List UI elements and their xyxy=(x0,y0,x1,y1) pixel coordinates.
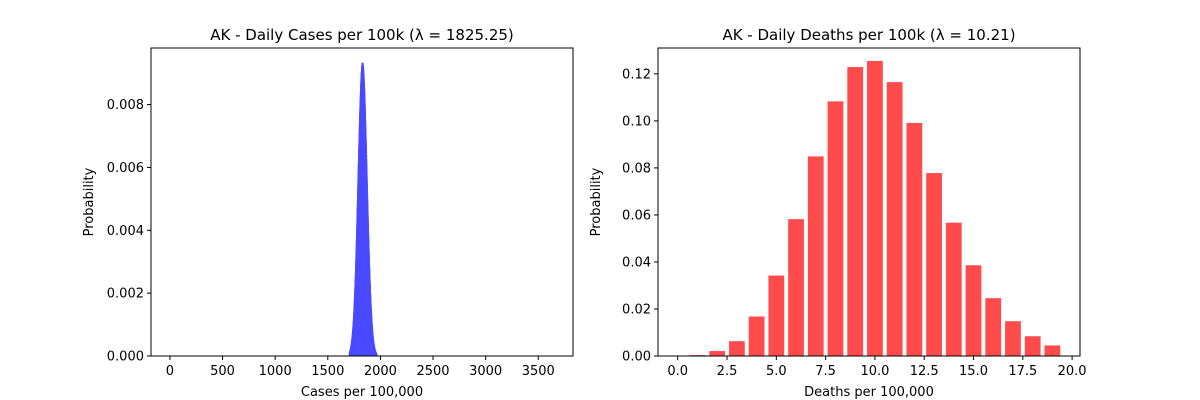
deaths-bar xyxy=(965,265,982,356)
cases-chart-title: AK - Daily Cases per 100k (λ = 1825.25) xyxy=(210,26,514,44)
deaths-x-tick-label: 2.5 xyxy=(717,364,738,379)
deaths-bar xyxy=(926,173,942,356)
cases-y-axis-label: Probability xyxy=(82,167,97,236)
cases-x-axis-label: Cases per 100,000 xyxy=(301,385,423,400)
cases-y-tick-label: 0.004 xyxy=(107,224,144,239)
deaths-x-tick-label: 15.0 xyxy=(959,364,988,379)
cases-x-tick-label: 0 xyxy=(166,364,174,379)
cases-x-tick-label: 2000 xyxy=(364,364,397,379)
cases-x-tick-label: 3000 xyxy=(469,364,502,379)
cases-y-tick-label: 0.006 xyxy=(107,161,144,176)
deaths-x-tick-label: 10.0 xyxy=(860,364,889,379)
deaths-bar xyxy=(807,156,824,356)
deaths-y-tick-label: 0.06 xyxy=(622,208,651,223)
cases-x-tick-label: 3500 xyxy=(522,364,555,379)
cases-chart: AK - Daily Cases per 100k (λ = 1825.25) … xyxy=(82,26,574,400)
deaths-y-ticks: 0.00 0.02 0.04 0.06 0.08 0.10 0.12 xyxy=(622,67,658,365)
deaths-bar xyxy=(827,101,844,356)
cases-bar xyxy=(376,353,378,356)
deaths-bar xyxy=(748,316,765,356)
cases-bars xyxy=(348,62,378,357)
deaths-y-tick-label: 0.02 xyxy=(622,302,651,317)
cases-y-tick-label: 0.000 xyxy=(107,350,144,365)
cases-plot-frame xyxy=(150,47,574,357)
deaths-y-tick-label: 0.08 xyxy=(622,161,651,176)
cases-x-tick-label: 500 xyxy=(210,364,235,379)
deaths-x-ticks: 0.0 2.5 5.0 7.5 10.0 12.5 15.0 17.5 20.0 xyxy=(667,356,1087,379)
deaths-bar xyxy=(1024,336,1041,356)
deaths-bar xyxy=(768,275,785,356)
deaths-x-tick-label: 7.5 xyxy=(815,364,836,379)
cases-x-tick-label: 1000 xyxy=(259,364,292,379)
cases-x-tick-label: 2500 xyxy=(416,364,449,379)
deaths-bar xyxy=(847,67,864,356)
deaths-x-tick-label: 12.5 xyxy=(910,364,939,379)
deaths-bar xyxy=(886,82,903,356)
deaths-x-tick-label: 0.0 xyxy=(667,364,688,379)
cases-x-tick-label: 1500 xyxy=(311,364,344,379)
deaths-bar xyxy=(945,222,962,356)
deaths-bar xyxy=(709,351,726,356)
deaths-bar xyxy=(1005,321,1021,356)
deaths-x-axis-label: Deaths per 100,000 xyxy=(804,385,934,400)
deaths-bar xyxy=(788,219,804,356)
deaths-y-tick-label: 0.12 xyxy=(622,67,651,82)
cases-y-tick-label: 0.002 xyxy=(107,287,144,302)
deaths-y-tick-label: 0.04 xyxy=(622,255,651,270)
deaths-chart-title: AK - Daily Deaths per 100k (λ = 10.21) xyxy=(722,26,1015,44)
cases-x-ticks: 0 500 1000 1500 2000 2500 3000 3500 xyxy=(166,356,555,379)
deaths-x-tick-label: 17.5 xyxy=(1008,364,1037,379)
deaths-y-axis-label: Probability xyxy=(589,167,604,236)
deaths-bars xyxy=(669,60,1061,356)
deaths-chart: AK - Daily Deaths per 100k (λ = 10.21) 0… xyxy=(589,26,1087,400)
deaths-bar xyxy=(1044,345,1061,356)
deaths-plot-frame xyxy=(657,47,1081,357)
deaths-x-tick-label: 20.0 xyxy=(1058,364,1087,379)
deaths-bar xyxy=(867,60,883,356)
deaths-y-tick-label: 0.10 xyxy=(622,114,651,129)
deaths-x-tick-label: 5.0 xyxy=(766,364,787,379)
deaths-y-tick-label: 0.00 xyxy=(622,350,651,365)
cases-y-tick-label: 0.008 xyxy=(107,98,144,113)
deaths-bar xyxy=(985,298,1002,356)
cases-y-ticks: 0.000 0.002 0.004 0.006 0.008 xyxy=(107,98,151,365)
deaths-bar xyxy=(906,123,923,356)
deaths-bar xyxy=(728,341,745,356)
